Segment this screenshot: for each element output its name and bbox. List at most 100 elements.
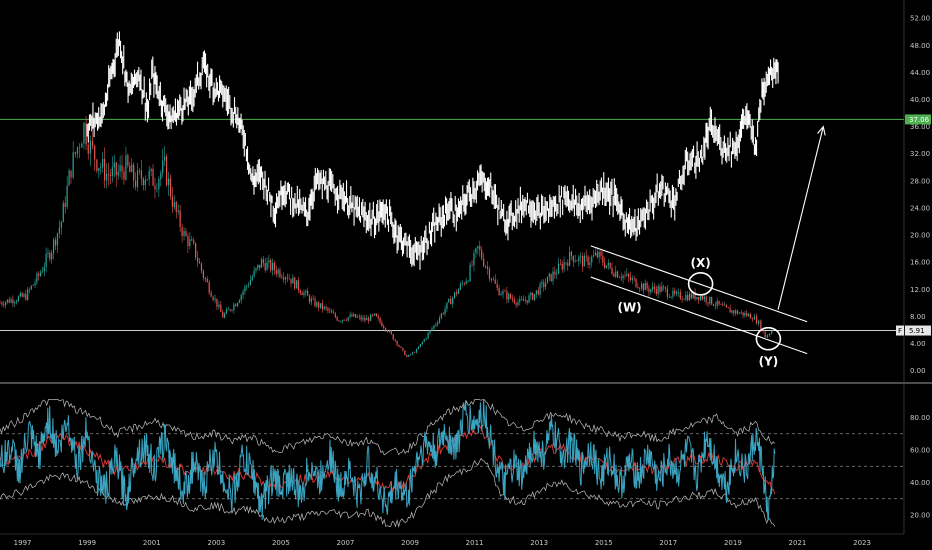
candle: [62, 200, 64, 223]
candle: [255, 267, 257, 274]
candle: [200, 262, 203, 274]
candle: [453, 291, 456, 300]
candle: [12, 295, 14, 308]
channel-upper-line[interactable]: [590, 245, 808, 323]
candle: [113, 154, 115, 178]
candle: [185, 227, 187, 237]
price-tick-label: 32.00: [910, 150, 930, 158]
candle: [618, 275, 621, 278]
oscillator-panel[interactable]: [0, 399, 904, 528]
candle: [45, 247, 47, 273]
candle: [66, 175, 68, 210]
price-tag: 37.06: [905, 114, 931, 125]
candle: [79, 143, 81, 159]
candle: [16, 299, 18, 305]
candle: [676, 289, 678, 297]
candle: [758, 319, 760, 327]
candle: [672, 287, 674, 300]
candle: [198, 257, 201, 264]
candle: [624, 271, 626, 280]
candle: [249, 275, 252, 286]
candle: [179, 205, 181, 232]
candle: [301, 290, 303, 296]
candle: [490, 277, 492, 283]
candle: [494, 274, 496, 285]
candle: [4, 300, 7, 309]
candle: [17, 295, 20, 302]
candle: [653, 282, 656, 294]
candle: [310, 296, 312, 306]
projection-arrow[interactable]: [777, 125, 826, 310]
candle: [465, 277, 467, 285]
candle: [546, 276, 549, 284]
price-tick-label: 12.00: [910, 286, 930, 294]
price-panel[interactable]: (X) (Y) (W): [0, 31, 904, 369]
candle: [133, 162, 135, 189]
candle: [569, 246, 571, 267]
candle: [554, 266, 556, 279]
candle: [394, 339, 396, 343]
candle: [696, 296, 698, 300]
candle: [94, 144, 96, 171]
candle: [210, 289, 212, 298]
candle: [370, 313, 372, 322]
candle: [327, 306, 329, 314]
candle: [576, 259, 578, 262]
candle: [316, 301, 318, 308]
candle: [513, 296, 515, 305]
candle: [23, 292, 25, 299]
candle: [532, 291, 534, 301]
price-tick-label: 44.00: [910, 69, 930, 77]
candle: [723, 301, 726, 306]
candle: [448, 298, 450, 303]
candle: [386, 329, 389, 333]
candle: [227, 306, 229, 310]
candle: [488, 266, 491, 282]
candle: [415, 348, 418, 354]
candle: [49, 250, 51, 262]
candle: [233, 302, 235, 314]
price-tick-label: 16.00: [910, 259, 930, 267]
candle: [1, 301, 3, 307]
candle: [581, 252, 584, 272]
candle: [144, 175, 146, 191]
candle: [83, 121, 85, 150]
candle: [371, 313, 374, 318]
candle: [349, 311, 351, 319]
candle: [160, 170, 162, 187]
candle: [561, 260, 563, 273]
candle: [220, 300, 222, 312]
candle: [340, 320, 342, 323]
candle: [51, 249, 53, 264]
candle: [410, 353, 412, 356]
candle: [259, 264, 261, 271]
candle: [173, 195, 175, 210]
candle: [450, 295, 452, 305]
candle: [206, 276, 208, 283]
candle: [305, 289, 307, 297]
candle: [384, 327, 387, 333]
candle: [347, 317, 349, 323]
wave-circle[interactable]: [755, 326, 782, 351]
candle: [6, 299, 8, 305]
candle: [694, 288, 696, 301]
candle: [563, 256, 565, 273]
candle: [659, 284, 661, 295]
price-tick-label: 36.00: [910, 123, 930, 131]
candle: [260, 257, 263, 268]
candle: [281, 273, 283, 279]
candle: [158, 176, 160, 197]
wave-circle[interactable]: [687, 272, 714, 296]
candle: [725, 304, 728, 308]
candle: [594, 247, 597, 257]
candle: [729, 304, 731, 313]
channel-lower-line[interactable]: [590, 276, 808, 355]
candle: [238, 299, 240, 304]
candle: [471, 260, 473, 267]
candle: [435, 322, 437, 327]
candle: [319, 303, 322, 309]
candle: [379, 316, 381, 325]
candle: [746, 309, 748, 318]
candle: [744, 311, 746, 318]
